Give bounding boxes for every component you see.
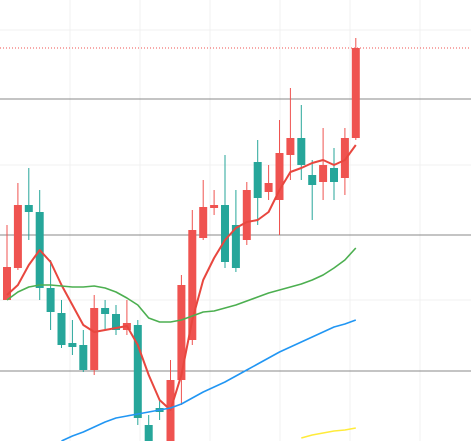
moving-average-line (6, 144, 357, 411)
candle-body (210, 205, 219, 208)
candle-body (253, 162, 262, 198)
moving-average-line (6, 247, 357, 323)
candle-body (177, 285, 186, 380)
candle-body (275, 153, 284, 200)
candle-body (319, 165, 328, 182)
candle-body (133, 325, 142, 418)
candle-body (264, 183, 273, 192)
candle-body (330, 168, 338, 182)
candle-body (242, 190, 251, 240)
candle-body (340, 138, 349, 178)
candle-body (101, 308, 110, 314)
candle-body (46, 288, 55, 312)
candle-body (188, 230, 197, 340)
candle-body (3, 267, 11, 300)
candle-body (57, 313, 66, 345)
candle-body (112, 314, 120, 330)
candle-body (90, 308, 99, 370)
candle-body (351, 48, 360, 138)
candle-body (24, 205, 33, 212)
candle-body (221, 205, 229, 262)
candle-body (13, 205, 22, 268)
candle-body (144, 425, 153, 441)
candle-body (68, 343, 77, 347)
candle-body (286, 138, 295, 155)
candle-body (199, 207, 208, 238)
candle-body (308, 175, 317, 185)
candle-body (297, 138, 306, 165)
candle-body (231, 225, 240, 268)
candle-body (79, 345, 88, 370)
moving-average-line (61, 319, 357, 441)
moving-average-line (301, 427, 356, 439)
